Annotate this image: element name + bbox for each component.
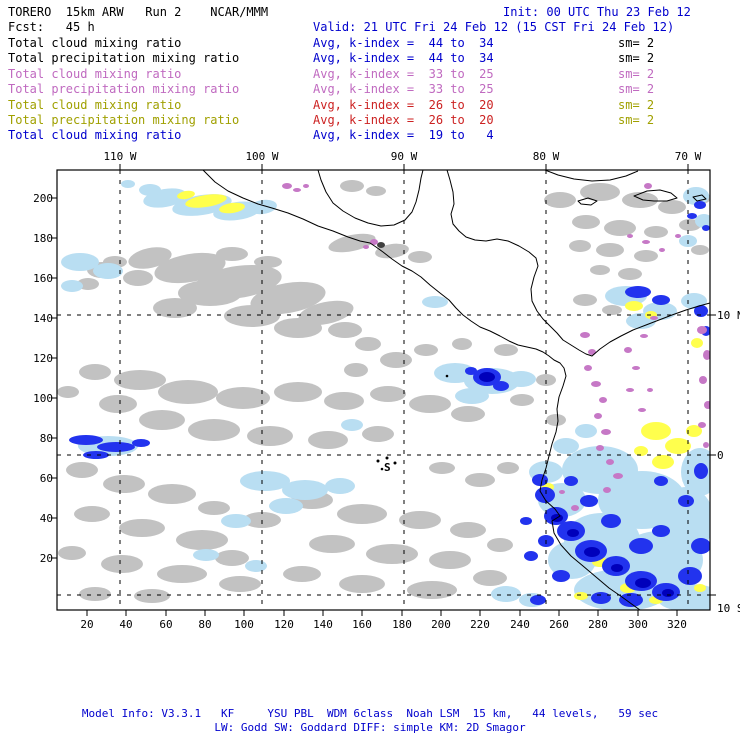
- model-title: TORERO 15km ARW Run 2 NCAR/MMM: [8, 5, 269, 19]
- y-tick-label: 80: [40, 432, 53, 445]
- field-label: Total precipitation mixing ratio: [8, 113, 240, 127]
- coastline-cuba: [544, 170, 639, 182]
- y-tick-label: 120: [33, 352, 53, 365]
- lon-axis-ticks: [119, 164, 689, 170]
- smoothing-value: sm= 2: [618, 36, 655, 50]
- station-marker: S: [384, 461, 391, 474]
- y-tick-label: 20: [40, 552, 53, 565]
- x-tick-label: 300: [628, 618, 648, 631]
- x-tick-label: 20: [80, 618, 93, 631]
- x-axis-labels: 20 40 60 80 100 120 140 160 180 200 220 …: [80, 618, 687, 631]
- model-info-line2: LW: Godd SW: Goddard DIFF: simple KM: 2D…: [214, 721, 526, 734]
- island-hispaniola: [633, 189, 678, 202]
- smoothing-value: sm= 2: [618, 51, 655, 65]
- kindex-value: Avg, k-index = 44 to 34: [313, 36, 494, 50]
- valid-time: Valid: 21 UTC Fri 24 Feb 12 (15 CST Fri …: [313, 20, 675, 34]
- x-tick-label: 320: [667, 618, 687, 631]
- latlon-grid: [57, 170, 710, 610]
- dark-cloud-speck: [377, 242, 385, 248]
- lon-label: 90 W: [391, 150, 418, 163]
- x-tick-label: 180: [392, 618, 412, 631]
- init-time: Init: 00 UTC Thu 23 Feb 12: [503, 5, 691, 19]
- x-tick-label: 240: [510, 618, 530, 631]
- y-tick-label: 40: [40, 512, 53, 525]
- field-label: Total cloud mixing ratio: [8, 98, 182, 112]
- kindex-value: Avg, k-index = 33 to 25: [313, 82, 494, 96]
- x-tick-label: 260: [549, 618, 569, 631]
- map-frame: [56, 169, 711, 611]
- lon-axis-labels: 110 W 100 W 90 W 80 W 70 W: [103, 150, 701, 163]
- cloud-shading-gray: [57, 180, 710, 603]
- model-info-line1: Model Info: V3.3.1 KF YSU PBL WDM 6class…: [81, 707, 659, 720]
- smoothing-value: sm= 2: [618, 82, 655, 96]
- island-jamaica: [577, 197, 598, 206]
- x-tick-label: 160: [352, 618, 372, 631]
- field-label: Total precipitation mixing ratio: [8, 51, 240, 65]
- x-tick-label: 80: [198, 618, 211, 631]
- lat-axis-labels: 10 N 0 10 S: [717, 309, 740, 615]
- lat-label: 0: [717, 449, 724, 462]
- lon-label: 110 W: [103, 150, 136, 163]
- kindex-value: Avg, k-index = 19 to 4: [313, 128, 494, 142]
- field-label: Total cloud mixing ratio: [8, 67, 182, 81]
- galapagos-islands: [376, 374, 449, 471]
- x-tick-label: 120: [274, 618, 294, 631]
- kindex-value: Avg, k-index = 26 to 20: [313, 113, 494, 127]
- y-axis-ticks: [51, 197, 57, 559]
- precip-shading-purple: [282, 183, 710, 511]
- x-tick-label: 280: [588, 618, 608, 631]
- kindex-value: Avg, k-index = 33 to 25: [313, 67, 494, 81]
- coastline-pacific-southamerica: [202, 170, 641, 610]
- kindex-value: Avg, k-index = 44 to 34: [313, 51, 494, 65]
- coastline-caribbean: [446, 170, 710, 357]
- field-label: Total cloud mixing ratio: [8, 128, 182, 142]
- x-tick-label: 100: [234, 618, 254, 631]
- x-tick-label: 60: [159, 618, 172, 631]
- lat-axis-ticks: [710, 314, 716, 596]
- field-label: Total cloud mixing ratio: [8, 36, 182, 50]
- field-label: Total precipitation mixing ratio: [8, 82, 240, 96]
- smoothing-value: sm= 2: [618, 98, 655, 112]
- x-tick-label: 220: [470, 618, 490, 631]
- x-tick-label: 140: [313, 618, 333, 631]
- y-tick-label: 160: [33, 272, 53, 285]
- x-axis-ticks: [86, 610, 678, 616]
- x-tick-label: 40: [119, 618, 132, 631]
- lon-label: 80 W: [533, 150, 560, 163]
- smoothing-value: sm= 2: [618, 113, 655, 127]
- lon-label: 70 W: [675, 150, 702, 163]
- smoothing-value: sm= 2: [618, 67, 655, 81]
- y-tick-label: 200: [33, 192, 53, 205]
- y-tick-label: 140: [33, 312, 53, 325]
- island-puerto-rico: [692, 194, 707, 202]
- lat-label: 10 N: [717, 309, 740, 322]
- lon-label: 100 W: [245, 150, 278, 163]
- forecast-hour: Fcst: 45 h: [8, 20, 95, 34]
- y-tick-label: 100: [33, 392, 53, 405]
- y-axis-labels: 200 180 160 140 120 100 80 60 40 20: [33, 192, 53, 565]
- coastline-gulf-yucatan: [317, 170, 424, 227]
- x-tick-label: 200: [431, 618, 451, 631]
- kindex-value: Avg, k-index = 26 to 20: [313, 98, 494, 112]
- y-tick-label: 180: [33, 232, 53, 245]
- cloud-shading-yellow: [177, 190, 706, 604]
- coastline-layer: [202, 170, 710, 610]
- y-tick-label: 60: [40, 472, 53, 485]
- lat-label: 10 S: [717, 602, 740, 615]
